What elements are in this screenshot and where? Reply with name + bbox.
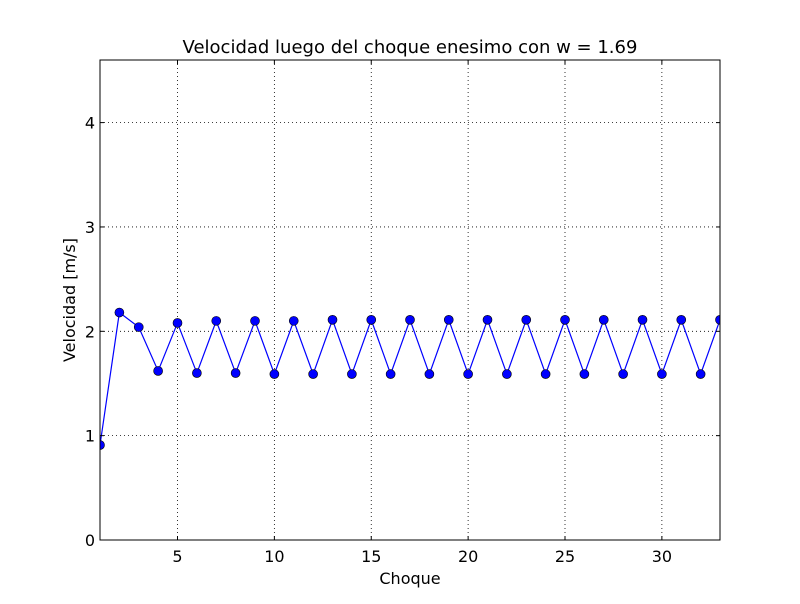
data-point (579, 369, 590, 379)
x-tick-label: 25 (555, 547, 575, 566)
data-point (443, 315, 454, 325)
data-point (424, 369, 435, 379)
y-tick-label: 0 (85, 531, 95, 550)
plot-area (100, 60, 720, 540)
data-point (502, 369, 512, 379)
data-point (540, 369, 551, 379)
data-point (308, 369, 318, 379)
data-point (463, 369, 473, 379)
data-point (637, 315, 648, 325)
data-point (405, 315, 415, 325)
x-tick-label: 5 (172, 547, 182, 566)
data-point (100, 440, 105, 450)
data-point (560, 315, 570, 325)
data-point (269, 369, 280, 379)
data-point (288, 316, 299, 326)
data-point (385, 369, 396, 379)
data-point (521, 315, 532, 325)
data-point (211, 316, 222, 326)
x-tick-label: 30 (652, 547, 672, 566)
x-tick-label: 20 (458, 547, 478, 566)
data-point (114, 307, 125, 318)
chart-title: Velocidad luego del choque enesimo con w… (183, 37, 638, 58)
data-point (133, 322, 144, 332)
y-tick-label: 3 (85, 218, 95, 237)
y-axis-label: Velocidad [m/s] (60, 238, 79, 362)
y-tick-label: 1 (85, 427, 95, 446)
y-tick-label: 2 (85, 322, 95, 341)
data-point (172, 318, 183, 328)
data-point (250, 316, 260, 326)
data-point (715, 315, 720, 325)
y-tick-label: 4 (85, 114, 95, 133)
data-point (230, 368, 241, 378)
data-point (482, 315, 493, 325)
data-point (618, 369, 628, 379)
data-point (327, 315, 338, 325)
data-point (695, 369, 706, 379)
data-point (676, 315, 687, 325)
data-point (347, 369, 357, 379)
x-tick-label: 15 (361, 547, 381, 566)
data-point (657, 369, 667, 379)
x-axis-label: Choque (379, 569, 440, 588)
data-point (192, 368, 202, 378)
axis-ticks: 5 10 15 20 25 30 0 1 2 3 4 (85, 60, 720, 566)
plot-frame (99, 59, 721, 541)
data-point (153, 366, 163, 376)
data-point (598, 315, 609, 325)
x-tick-label: 10 (264, 547, 284, 566)
series-layer (100, 307, 720, 450)
data-point (366, 315, 377, 325)
